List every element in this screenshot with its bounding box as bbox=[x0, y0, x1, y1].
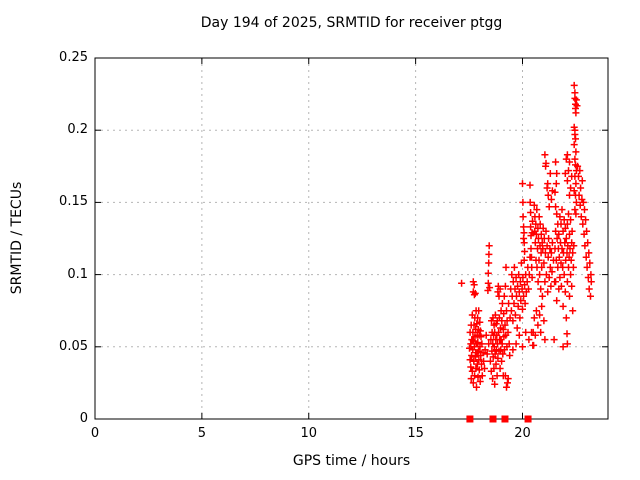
scatter-points bbox=[458, 81, 595, 391]
baseline-marker bbox=[524, 415, 532, 423]
x-axis-label: GPS time / hours bbox=[292, 453, 411, 469]
y-tick-label: 0.2 bbox=[67, 122, 88, 138]
chart-title: Day 194 of 2025, SRMTID for receiver ptg… bbox=[200, 15, 503, 31]
x-tick-label: 0 bbox=[90, 426, 100, 441]
y-tick-label: 0.15 bbox=[59, 194, 88, 210]
baseline-marker bbox=[501, 415, 509, 423]
y-tick-label: 0 bbox=[79, 411, 88, 426]
x-tick-label: 20 bbox=[514, 426, 531, 441]
baseline-marker bbox=[489, 415, 497, 423]
baseline-marker bbox=[466, 415, 474, 423]
x-tick-label: 15 bbox=[407, 426, 424, 441]
x-tick-label: 5 bbox=[197, 426, 207, 441]
y-tick-label: 0.1 bbox=[67, 266, 88, 282]
x-tick-label: 10 bbox=[300, 426, 318, 441]
y-tick-label: 0.05 bbox=[59, 338, 88, 354]
y-tick-label: 0.25 bbox=[59, 50, 88, 65]
